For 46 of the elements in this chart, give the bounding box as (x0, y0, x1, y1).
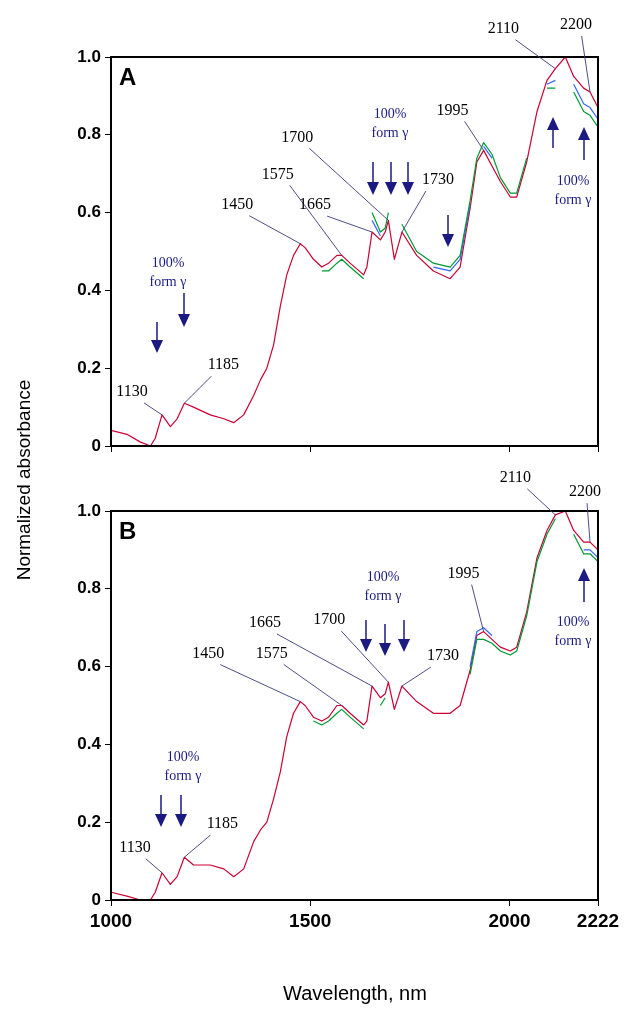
annotation: 1185 (207, 355, 240, 373)
chart-title: A (119, 62, 137, 90)
chart-title: B (119, 516, 137, 544)
annotation: 1995 (436, 100, 469, 118)
annotation: 1575 (255, 643, 288, 661)
x-axis-title: Wavelength, nm (283, 981, 427, 1005)
annotation: 1130 (116, 382, 148, 400)
annotation: 100% form γ (371, 106, 409, 141)
annotation: 2200 (560, 15, 593, 33)
x-tick-label: 1500 (289, 909, 332, 931)
annotation: 1450 (192, 643, 225, 661)
y-tick-label: 1.0 (77, 500, 101, 520)
y-tick-label: 0.4 (77, 280, 102, 300)
y-tick-label: 0.8 (77, 124, 101, 144)
annotation: 100% form γ (364, 569, 402, 604)
y-tick-label: 0.2 (77, 357, 101, 377)
annotation: 100% form γ (164, 749, 202, 784)
annotation: 2110 (487, 18, 520, 36)
annotation: 1665 (249, 613, 282, 631)
y-tick-label: 0.8 (77, 578, 101, 598)
annotation: 1185 (206, 814, 239, 832)
y-tick-label: 0.6 (77, 656, 101, 676)
annotation: 1700 (281, 127, 314, 145)
y-tick-label: 0.2 (77, 811, 101, 831)
x-tick-label: 2222 (576, 909, 620, 931)
annotation: 1130 (119, 837, 151, 855)
annotation: 1995 (447, 563, 480, 581)
y-tick-label: 0.6 (77, 202, 101, 222)
annotation: 100% form γ (149, 255, 187, 290)
annotation: 1575 (261, 164, 294, 182)
annotation: 1700 (313, 610, 346, 628)
y-tick-label: 0 (91, 889, 101, 909)
annotation: 2110 (499, 468, 532, 486)
annotation: 1450 (221, 194, 254, 212)
y-tick-label: 1.0 (77, 46, 101, 66)
annotation: 1730 (421, 170, 454, 188)
annotation: 100% form γ (554, 173, 592, 208)
annotation: 1665 (299, 195, 332, 213)
y-tick-label: 0 (91, 435, 101, 455)
x-tick-label: 1000 (89, 909, 133, 931)
y-axis-title: Normalized absorbance (13, 379, 35, 581)
x-tick-label: 2000 (488, 909, 531, 931)
y-tick-label: 0.4 (77, 734, 102, 754)
annotation: 2200 (569, 482, 602, 500)
annotation: 1730 (426, 646, 459, 664)
annotation: 100% form γ (554, 614, 592, 649)
